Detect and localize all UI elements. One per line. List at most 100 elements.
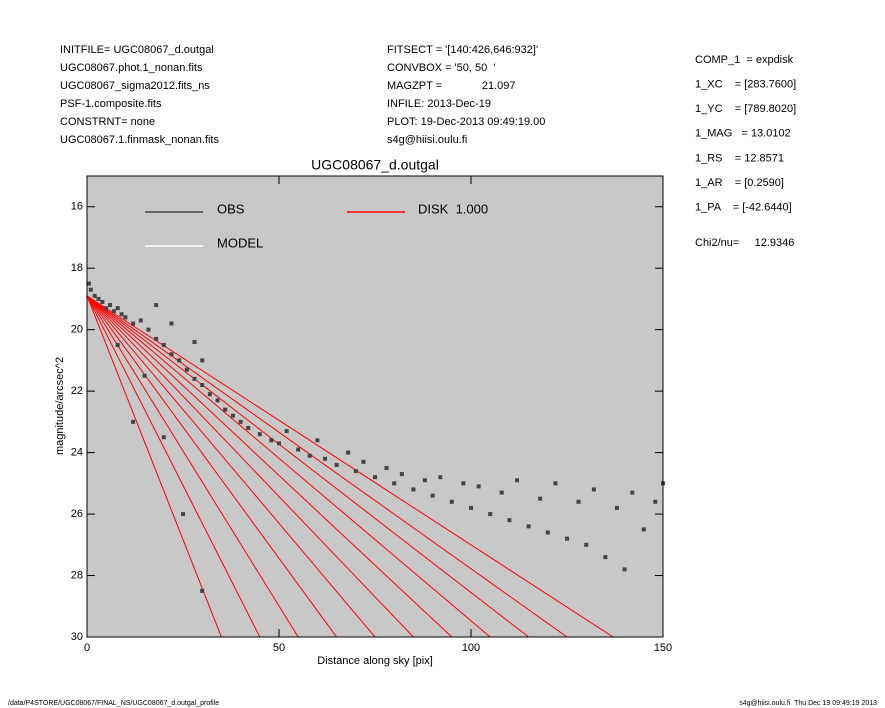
- obs-point: [100, 300, 105, 305]
- obs-point: [161, 435, 166, 440]
- obs-point: [269, 438, 274, 443]
- header-text: MAGZPT = 21.097: [387, 80, 516, 92]
- legend-label: DISK 1.000: [418, 201, 488, 216]
- obs-point: [88, 287, 93, 292]
- obs-point: [373, 475, 377, 480]
- obs-point: [438, 475, 443, 480]
- obs-point: [257, 432, 262, 437]
- obs-point: [353, 469, 358, 474]
- obs-point: [138, 318, 143, 323]
- x-tick-label: 100: [462, 642, 480, 654]
- obs-point: [296, 447, 301, 452]
- model-line: [86, 295, 491, 638]
- obs-point: [545, 530, 550, 535]
- obs-point: [96, 296, 101, 301]
- model-line: [86, 295, 299, 638]
- obs-point: [307, 453, 312, 458]
- model-line: [86, 295, 222, 638]
- obs-point: [104, 306, 109, 311]
- obs-point: [230, 413, 235, 418]
- obs-point: [653, 499, 658, 504]
- obs-point: [526, 524, 531, 529]
- header-text: INITFILE= UGC08067_d.outgal: [60, 44, 214, 56]
- obs-point: [499, 490, 504, 495]
- obs-point: [154, 303, 159, 308]
- obs-point: [384, 465, 389, 470]
- obs-point: [603, 555, 608, 560]
- model-line: [86, 295, 414, 638]
- obs-point: [622, 567, 627, 572]
- plot-frame: [86, 175, 664, 638]
- obs-point: [346, 450, 351, 455]
- obs-point: [641, 527, 646, 532]
- x-tick-label: 150: [654, 642, 672, 654]
- model-line: [86, 295, 376, 638]
- header-text: INFILE: 2013-Dec-19: [387, 98, 491, 110]
- y-tick-label: 24: [71, 447, 83, 459]
- obs-point: [538, 496, 543, 501]
- legend-label: MODEL: [217, 235, 263, 250]
- obs-point: [461, 481, 466, 486]
- obs-point: [469, 505, 473, 510]
- model-line: [86, 295, 338, 638]
- obs-point: [277, 441, 281, 446]
- obs-point: [430, 493, 435, 498]
- obs-point: [630, 490, 635, 495]
- header-text: PLOT: 19-Dec-2013 09:49:19.00: [387, 116, 545, 128]
- x-axis-label: Distance along sky [pix]: [317, 655, 433, 667]
- legend-label: OBS: [217, 201, 245, 216]
- header-text: s4g@hiisi.oulu.fi: [387, 134, 467, 146]
- obs-point: [565, 536, 569, 541]
- obs-point: [192, 339, 197, 344]
- y-tick-label: 20: [71, 324, 83, 336]
- obs-point: [591, 487, 596, 492]
- header-text: PSF-1.composite.fits: [60, 98, 162, 110]
- obs-point: [422, 478, 427, 483]
- obs-point: [184, 367, 189, 372]
- obs-point: [361, 459, 366, 464]
- model-line: [86, 295, 614, 638]
- obs-point: [246, 426, 251, 431]
- obs-point: [315, 438, 320, 443]
- header-text: UGC08067.1.finmask_nonan.fits: [60, 134, 219, 146]
- obs-point: [488, 512, 493, 517]
- header-text: CONVBOX = '50, 50 ': [387, 62, 495, 74]
- model-line: [86, 295, 261, 638]
- obs-point: [553, 481, 558, 486]
- obs-point: [334, 462, 339, 467]
- obs-point: [192, 376, 197, 381]
- obs-point: [507, 518, 512, 523]
- obs-point: [131, 321, 136, 326]
- obs-point: [154, 336, 159, 341]
- obs-point: [399, 472, 404, 477]
- y-tick-label: 30: [71, 631, 83, 643]
- obs-point: [169, 321, 174, 326]
- obs-point: [177, 358, 182, 363]
- obs-point: [200, 588, 205, 593]
- obs-point: [146, 327, 151, 332]
- component-param: 1_XC = [283.7600]: [695, 79, 796, 91]
- obs-point: [584, 542, 589, 547]
- obs-point: [92, 293, 97, 298]
- obs-point: [123, 315, 128, 320]
- obs-point: [86, 281, 91, 286]
- obs-point: [515, 478, 520, 483]
- component-param: 1_AR = [0.2590]: [695, 177, 784, 189]
- obs-point: [238, 419, 243, 424]
- model-line: [86, 295, 568, 638]
- obs-point: [108, 303, 113, 308]
- component-param: 1_MAG = 13.0102: [695, 128, 791, 140]
- obs-point: [115, 306, 120, 311]
- obs-point: [200, 358, 205, 363]
- plot-background: [87, 176, 663, 637]
- y-axis-label: magnitude/arcsec^2: [54, 357, 66, 455]
- y-tick-label: 28: [71, 569, 83, 581]
- obs-point: [119, 312, 124, 317]
- component-param: 1_PA = [-42.6440]: [695, 202, 792, 214]
- obs-point: [476, 484, 481, 489]
- y-tick-label: 26: [71, 508, 83, 520]
- header-text: UGC08067_sigma2012.fits_ns: [60, 80, 210, 92]
- obs-point: [215, 398, 220, 403]
